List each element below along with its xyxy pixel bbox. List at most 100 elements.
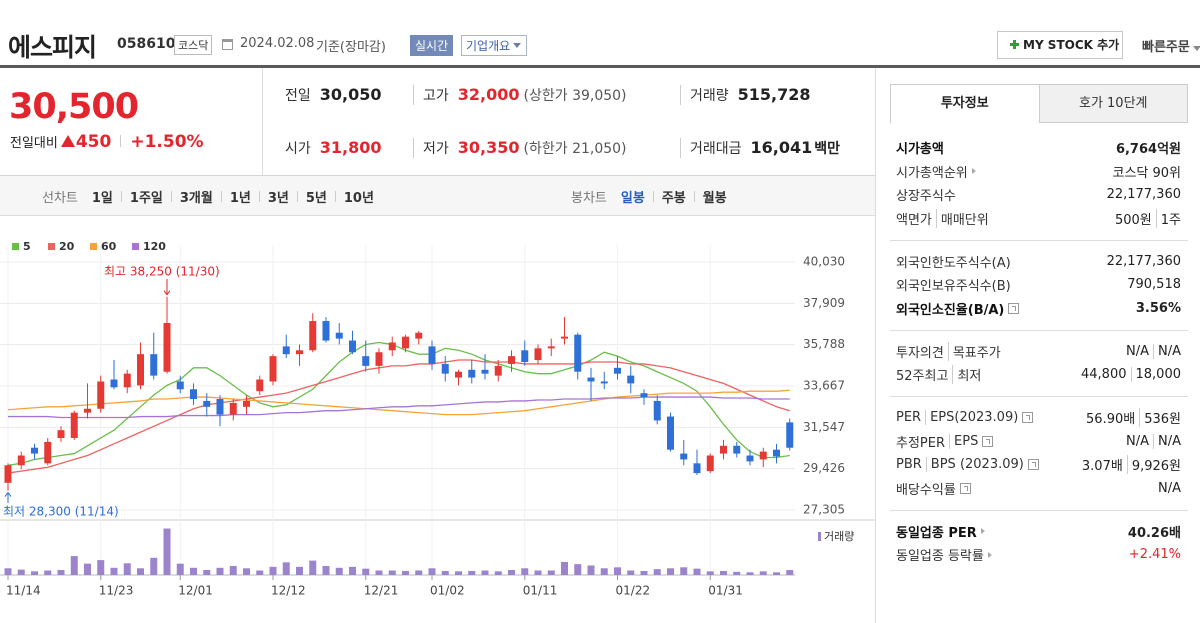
period-tab[interactable]: 5년: [305, 191, 327, 206]
info-value: 코스닥 90위: [1112, 165, 1181, 181]
help-icon[interactable]: [959, 482, 971, 494]
volume-bar: [441, 570, 449, 575]
mystock-label: MY STOCK 추가: [1023, 38, 1120, 52]
volume-bar: [335, 567, 343, 575]
period-tab[interactable]: 일봉: [620, 191, 645, 206]
candle-body: [773, 449, 780, 457]
candle-body: [70, 412, 78, 438]
plus-v: [1013, 40, 1016, 49]
info-group: PER EPS(2023.09) 56.90배 536원 추정PER EPS N/A N/A P…: [890, 397, 1188, 511]
quote-unit: 백만: [814, 141, 841, 157]
candle-body: [627, 375, 635, 384]
candle-body: [653, 400, 661, 421]
invest-tabs: 투자정보 호가 10단계: [890, 84, 1188, 123]
period-tab[interactable]: 월봉: [702, 191, 727, 206]
volume-bar: [150, 557, 158, 575]
info-value: N/A: [1153, 433, 1181, 449]
candle-body: [600, 381, 608, 384]
help-icon[interactable]: [1027, 459, 1039, 471]
info-label[interactable]: 동일업종 등락률: [896, 549, 984, 565]
volume-bar: [640, 570, 648, 575]
volume-bar: [706, 571, 714, 575]
quote-label: 거래대금: [690, 141, 742, 157]
info-row: 시가총액순위 코스닥 90위: [890, 160, 1188, 184]
volume-bar: [31, 571, 38, 575]
help-mark: [1026, 415, 1031, 421]
x-tick-label: 01/22: [616, 584, 651, 598]
volume-bar: [282, 562, 290, 575]
period-tab[interactable]: 주봉: [661, 191, 686, 206]
help-icon[interactable]: [1008, 302, 1020, 314]
invest-tab[interactable]: 호가 10단계: [1039, 84, 1188, 123]
candle-body: [123, 373, 131, 388]
y-tick-label: 31,547: [803, 420, 845, 434]
y-tick-label: 35,788: [803, 337, 845, 351]
info-value: 790,518: [1127, 277, 1181, 293]
period-tab[interactable]: 3년: [267, 191, 289, 206]
volume-bar: [561, 561, 568, 575]
tab-separator: [170, 191, 172, 202]
info-row: 투자의견 목표주가 N/A N/A: [890, 340, 1188, 364]
candle-body: [97, 381, 105, 409]
volume-bar: [296, 566, 303, 575]
info-row: 동일업종 PER 40.26배: [890, 520, 1188, 544]
separator: [120, 135, 122, 147]
period-tab[interactable]: 1년: [229, 191, 251, 206]
quick-order[interactable]: 빠른주문: [1142, 36, 1200, 55]
volume-bar: [574, 564, 582, 575]
info-label[interactable]: 시가총액순위: [896, 165, 968, 181]
info-row: 외국인보유주식수(B) 790,518: [890, 273, 1188, 297]
volume-bar: [733, 571, 741, 575]
volume-bar: [97, 560, 105, 575]
change-row: 전일대비 450 +1.50%: [10, 132, 204, 152]
y-tick-label: 29,426: [803, 461, 845, 475]
candle-body: [84, 408, 91, 413]
quote-item: 전일 30,050: [285, 85, 382, 105]
volume-bar: [746, 572, 754, 575]
volume-bar: [521, 568, 529, 575]
help-icon[interactable]: [1022, 412, 1034, 424]
candle-body: [561, 336, 568, 339]
volume-bar: [375, 570, 383, 575]
x-tick-label: 12/01: [178, 584, 213, 598]
period-tab[interactable]: 10년: [343, 191, 374, 206]
info-row: 배당수익률 N/A: [890, 477, 1188, 501]
tab-group-label: 선차트: [42, 191, 78, 206]
volume-bar: [759, 571, 767, 575]
y-tick-label: 40,030: [803, 255, 845, 269]
candle-body: [428, 346, 436, 364]
change-label: 전일대비: [10, 136, 58, 151]
volume-bar: [388, 570, 396, 575]
moving-average: [7, 341, 790, 466]
volume-bar: [309, 560, 317, 575]
info-label: 최저: [952, 365, 981, 385]
volume-bar: [84, 563, 91, 575]
help-icon[interactable]: [982, 435, 994, 447]
volume-bar: [773, 572, 780, 575]
candle-body: [468, 369, 476, 378]
candle-body: [614, 367, 621, 374]
info-label: 외국인한도주식수(A): [896, 255, 1011, 271]
mystock-button[interactable]: MY STOCK 추가: [997, 31, 1123, 59]
volume-bar: [110, 567, 118, 575]
realtime-badge[interactable]: 실시간: [410, 35, 454, 56]
quote-sub: (하한가 21,050): [523, 141, 627, 157]
period-tab[interactable]: 1주일: [129, 191, 163, 206]
candle-body: [57, 430, 65, 438]
invest-tab[interactable]: 투자정보: [890, 84, 1040, 123]
x-tick-label: 01/02: [430, 584, 465, 598]
tab-separator: [296, 191, 298, 202]
overview-dropdown[interactable]: 기업개요: [461, 35, 528, 56]
candle-body: [415, 332, 423, 339]
info-label: 배당수익률: [896, 482, 956, 498]
info-label: 매매단위: [935, 208, 989, 228]
quote-label: 전일: [285, 88, 311, 104]
info-row: 외국인한도주식수(A) 22,177,360: [890, 250, 1188, 274]
period-tab[interactable]: 1일: [91, 191, 113, 206]
info-value: 9,926원: [1126, 455, 1181, 475]
volume-bar: [667, 568, 674, 575]
volume-bar: [4, 568, 12, 575]
period-tab[interactable]: 3개월: [179, 191, 213, 206]
info-label[interactable]: 동일업종 PER: [896, 525, 977, 541]
info-label: 액면가: [896, 212, 932, 228]
